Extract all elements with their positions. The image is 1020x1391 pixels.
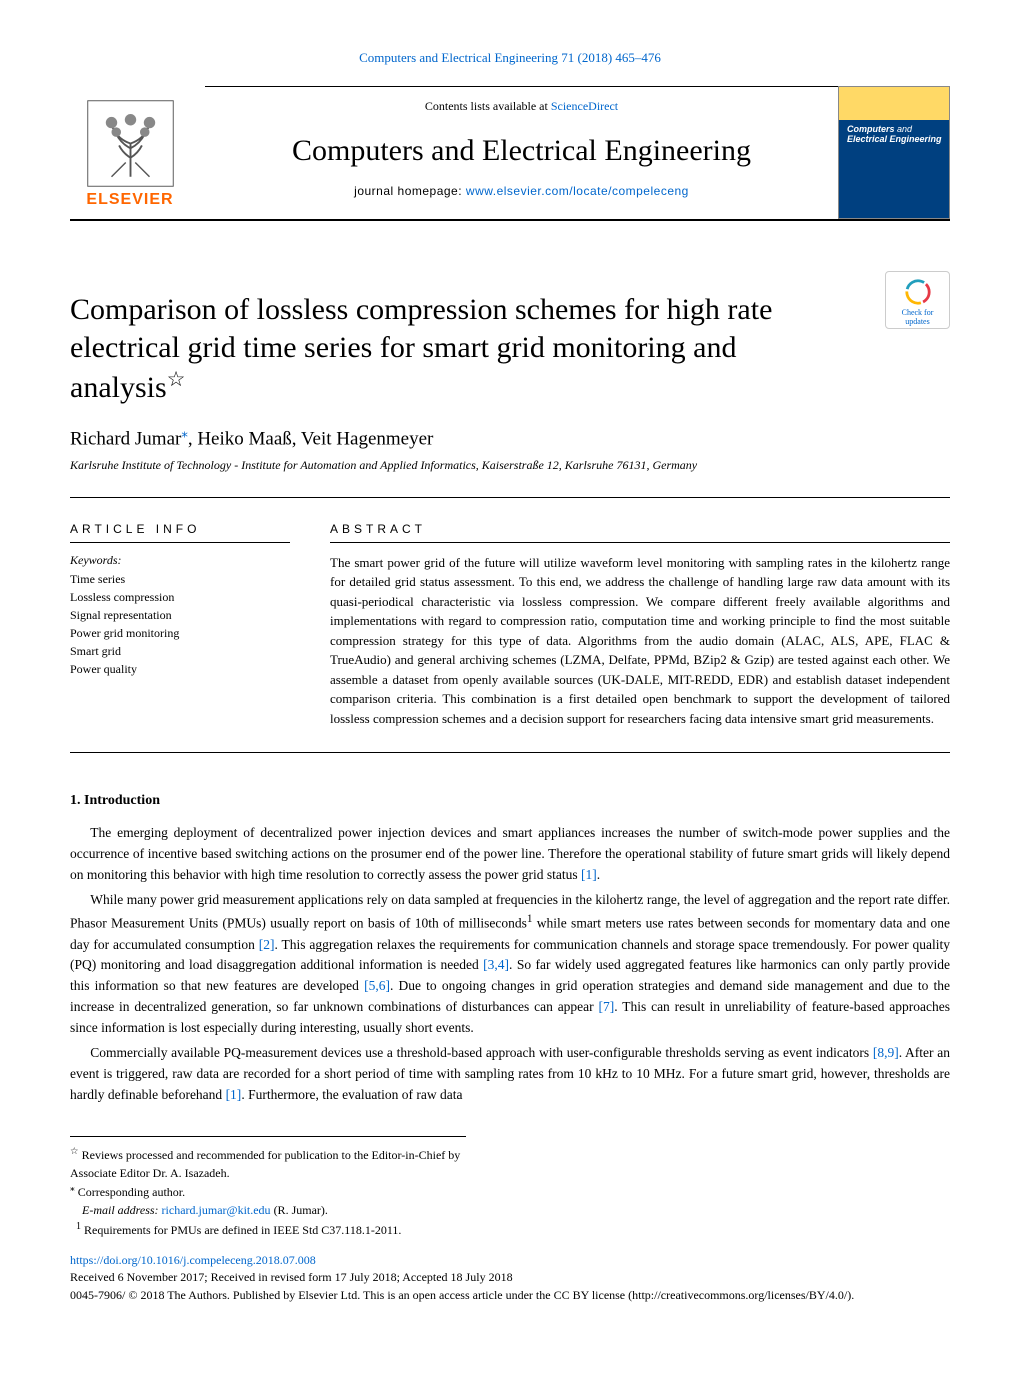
citation-link[interactable]: [3,4] (483, 957, 509, 972)
citation-link[interactable]: [5,6] (364, 978, 390, 993)
abstract-text: The smart power grid of the future will … (330, 553, 950, 729)
footnotes: ☆ Reviews processed and recommended for … (70, 1136, 466, 1239)
article-history: Received 6 November 2017; Received in re… (70, 1270, 950, 1285)
author-email-link[interactable]: richard.jumar@kit.edu (162, 1203, 271, 1217)
crossmark-icon (904, 278, 932, 306)
keyword: Smart grid (70, 642, 290, 660)
article-title: Comparison of lossless compression schem… (70, 291, 830, 407)
authors: Richard Jumar⁎, Heiko Maaß, Veit Hagenme… (70, 425, 950, 450)
body-text: The emerging deployment of decentralized… (70, 823, 950, 1105)
sciencedirect-link[interactable]: ScienceDirect (551, 99, 618, 113)
affiliation: Karlsruhe Institute of Technology - Inst… (70, 458, 950, 473)
section-heading-introduction: 1. Introduction (70, 793, 950, 809)
citation-link[interactable]: [2] (259, 937, 275, 952)
elsevier-tree-icon (83, 96, 178, 191)
citation-link[interactable]: [7] (599, 999, 615, 1014)
article-info-heading: ARTICLE INFO (70, 522, 290, 536)
keyword: Power grid monitoring (70, 624, 290, 642)
journal-name: Computers and Electrical Engineering (292, 134, 751, 168)
header-citation: Computers and Electrical Engineering 71 … (70, 50, 950, 66)
footnote-star-mark: ☆ (70, 1146, 79, 1157)
journal-cover-thumbnail: Computers and Electrical Engineering (838, 86, 950, 219)
footnote-1-mark: 1 (76, 1221, 81, 1232)
journal-homepage: journal homepage: www.elsevier.com/locat… (354, 184, 689, 198)
keyword: Power quality (70, 660, 290, 678)
doi-link[interactable]: https://doi.org/10.1016/j.compeleceng.20… (70, 1253, 316, 1267)
homepage-link[interactable]: www.elsevier.com/locate/compeleceng (466, 184, 689, 198)
contents-available: Contents lists available at ScienceDirec… (425, 99, 618, 114)
keyword: Lossless compression (70, 588, 290, 606)
footnote-review: Reviews processed and recommended for pu… (70, 1148, 460, 1180)
elsevier-wordmark: ELSEVIER (86, 191, 173, 209)
footnote-corresponding: Corresponding author. (78, 1185, 185, 1199)
elsevier-logo: ELSEVIER (70, 86, 205, 219)
keywords-label: Keywords: (70, 553, 290, 568)
article-info: ARTICLE INFO Keywords: Time series Lossl… (70, 522, 290, 729)
citation-link[interactable]: [1] (226, 1087, 242, 1102)
footnote-1: Requirements for PMUs are defined in IEE… (84, 1223, 401, 1237)
copyright: 0045-7906/ © 2018 The Authors. Published… (70, 1287, 950, 1304)
keyword: Signal representation (70, 606, 290, 624)
citation-link[interactable]: [8,9] (873, 1045, 899, 1060)
footnote-corr-mark: ⁎ (70, 1183, 75, 1194)
email-label: E-mail address: (82, 1203, 162, 1217)
crossmark-badge[interactable]: Check for updates (885, 271, 950, 329)
keywords-list: Time series Lossless compression Signal … (70, 570, 290, 678)
abstract: ABSTRACT The smart power grid of the fut… (330, 522, 950, 729)
header-citation-link[interactable]: Computers and Electrical Engineering 71 … (359, 50, 661, 65)
crossmark-label: Check for updates (890, 308, 945, 326)
journal-header: ELSEVIER Contents lists available at Sci… (70, 86, 950, 221)
keyword: Time series (70, 570, 290, 588)
abstract-heading: ABSTRACT (330, 522, 950, 536)
citation-link[interactable]: [1] (581, 867, 597, 882)
